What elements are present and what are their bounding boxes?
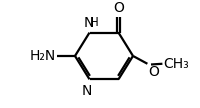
Text: H₂N: H₂N: [29, 49, 55, 63]
Text: O: O: [113, 1, 124, 15]
Text: N: N: [82, 84, 92, 98]
Text: O: O: [148, 64, 159, 79]
Text: N: N: [83, 16, 94, 30]
Text: CH₃: CH₃: [163, 57, 189, 71]
Text: H: H: [90, 16, 98, 29]
